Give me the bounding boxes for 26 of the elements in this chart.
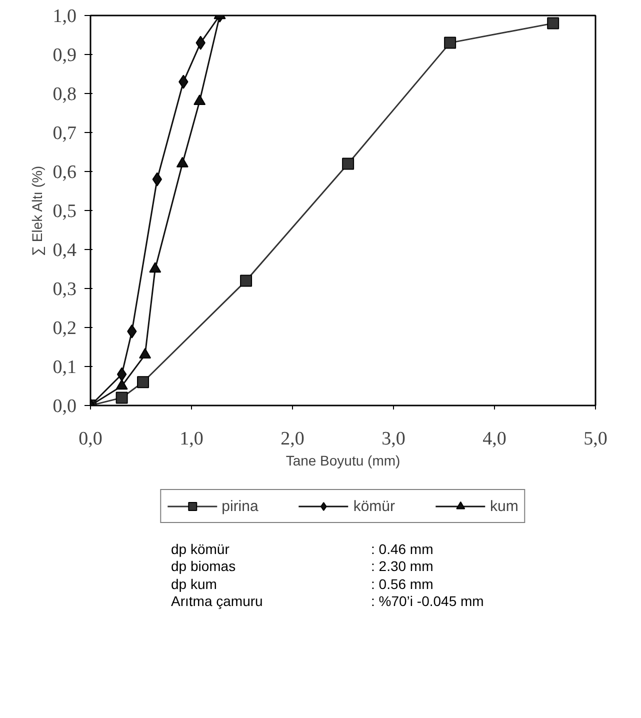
y-tick-label: 0,4 <box>52 240 77 261</box>
y-tick-label: 0,8 <box>52 84 76 105</box>
y-tick-label: 0,0 <box>52 396 76 417</box>
x-axis-title: Tane Boyutu (mm) <box>286 452 400 468</box>
x-tick-label: 0,0 <box>78 428 102 450</box>
x-tick-label: 3,0 <box>382 428 406 450</box>
y-tick-label: 1,0 <box>52 6 76 27</box>
text: dp kum : 0.56 mm <box>171 576 434 592</box>
text: dp biomas : 2.30 mm <box>171 558 434 574</box>
text: dp kömür : 0.46 mm <box>171 541 434 557</box>
legend-label: pirina <box>222 498 258 514</box>
x-tick-label: 2,0 <box>280 428 304 450</box>
y-tick-label: 0,3 <box>52 279 76 300</box>
legend-label: kömür <box>353 498 396 514</box>
x-tick-label: 1,0 <box>180 428 204 450</box>
y-tick-label: 0,7 <box>52 123 76 144</box>
text: Arıtma çamuru : %70’i -0.045 mm <box>171 593 484 610</box>
y-tick-label: 0,1 <box>52 357 76 378</box>
x-tick-label: 5,0 <box>584 428 608 450</box>
y-tick-label: 0,5 <box>52 201 76 222</box>
y-tick-label: 0,6 <box>52 162 76 183</box>
legend-label: kum <box>490 498 518 514</box>
y-tick-label: 0,2 <box>52 318 76 339</box>
x-tick-label: 4,0 <box>482 428 506 450</box>
y-tick-label: 0,9 <box>52 45 76 66</box>
y-axis-title: ∑ Elek Altı (%) <box>28 166 45 256</box>
